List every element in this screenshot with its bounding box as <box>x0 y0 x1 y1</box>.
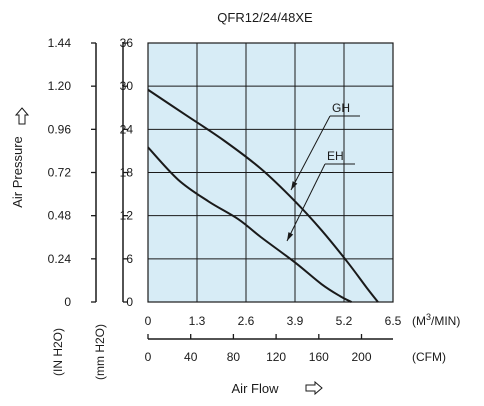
y-tick-label: 36 <box>120 36 134 50</box>
x-tick-label: 3.9 <box>287 314 304 328</box>
x2-tick-label: 40 <box>184 350 198 364</box>
x2-unit-label: (CFM) <box>412 350 446 364</box>
axes: 0 00.24 60.48 120.72 180.96 241.20 301.44 360 1.… <box>48 36 402 364</box>
series-curves <box>147 88 379 303</box>
x-tick-label: 2.6 <box>238 314 255 328</box>
x-tick-label: 5.2 <box>336 314 353 328</box>
right-arrow-icon <box>305 380 323 396</box>
annotations: GH EH <box>286 101 360 242</box>
y2-tick-label: 0.48 <box>48 209 72 223</box>
x-tick-label: 6.5 <box>385 314 402 328</box>
y-unit-label: (mm H2O) <box>93 324 107 380</box>
x2-tick-label: 120 <box>266 350 286 364</box>
chart-title: QFR12/24/48XE <box>217 10 313 25</box>
x2-tick-label: 200 <box>351 350 371 364</box>
y-tick-label: 24 <box>120 122 134 136</box>
y2-tick-label: 0.24 <box>48 252 72 266</box>
y2-tick-label: 1.20 <box>48 79 72 93</box>
y2-tick-label: 1.44 <box>48 36 72 50</box>
y-tick-label: 12 <box>120 209 134 223</box>
x2-tick-label: 80 <box>227 350 241 364</box>
callout-leader <box>290 115 331 191</box>
x2-tick-label: 160 <box>309 350 329 364</box>
y2-unit-label: (IN H2O) <box>51 328 65 376</box>
y-tick-label: 30 <box>120 79 134 93</box>
y-tick-label: 18 <box>120 166 134 180</box>
y2-tick-label: 0.96 <box>48 122 72 136</box>
x-unit-label: (M3/MIN) <box>412 312 460 328</box>
y-tick-label: 0 <box>126 295 133 309</box>
x2-tick-label: 0 <box>145 350 152 364</box>
callout-arrowhead <box>291 181 298 190</box>
up-arrow-icon <box>14 107 30 125</box>
x-tick-label: 1.3 <box>189 314 206 328</box>
series-label-gh: GH <box>332 101 350 115</box>
series-label-eh: EH <box>327 149 344 163</box>
series-line-eh <box>147 146 352 303</box>
y-axis-title: Air Pressure <box>10 136 25 208</box>
y2-tick-label: 0.72 <box>48 166 72 180</box>
x-axis-title: Air Flow <box>232 381 280 396</box>
grid-lines <box>148 43 393 302</box>
x-tick-label: 0 <box>145 314 152 328</box>
callout-arrowhead <box>287 232 294 241</box>
y-tick-label: 6 <box>126 252 133 266</box>
callout-leader <box>286 163 326 242</box>
y2-tick-label: 0 <box>64 295 71 309</box>
series-line-gh <box>147 88 379 303</box>
